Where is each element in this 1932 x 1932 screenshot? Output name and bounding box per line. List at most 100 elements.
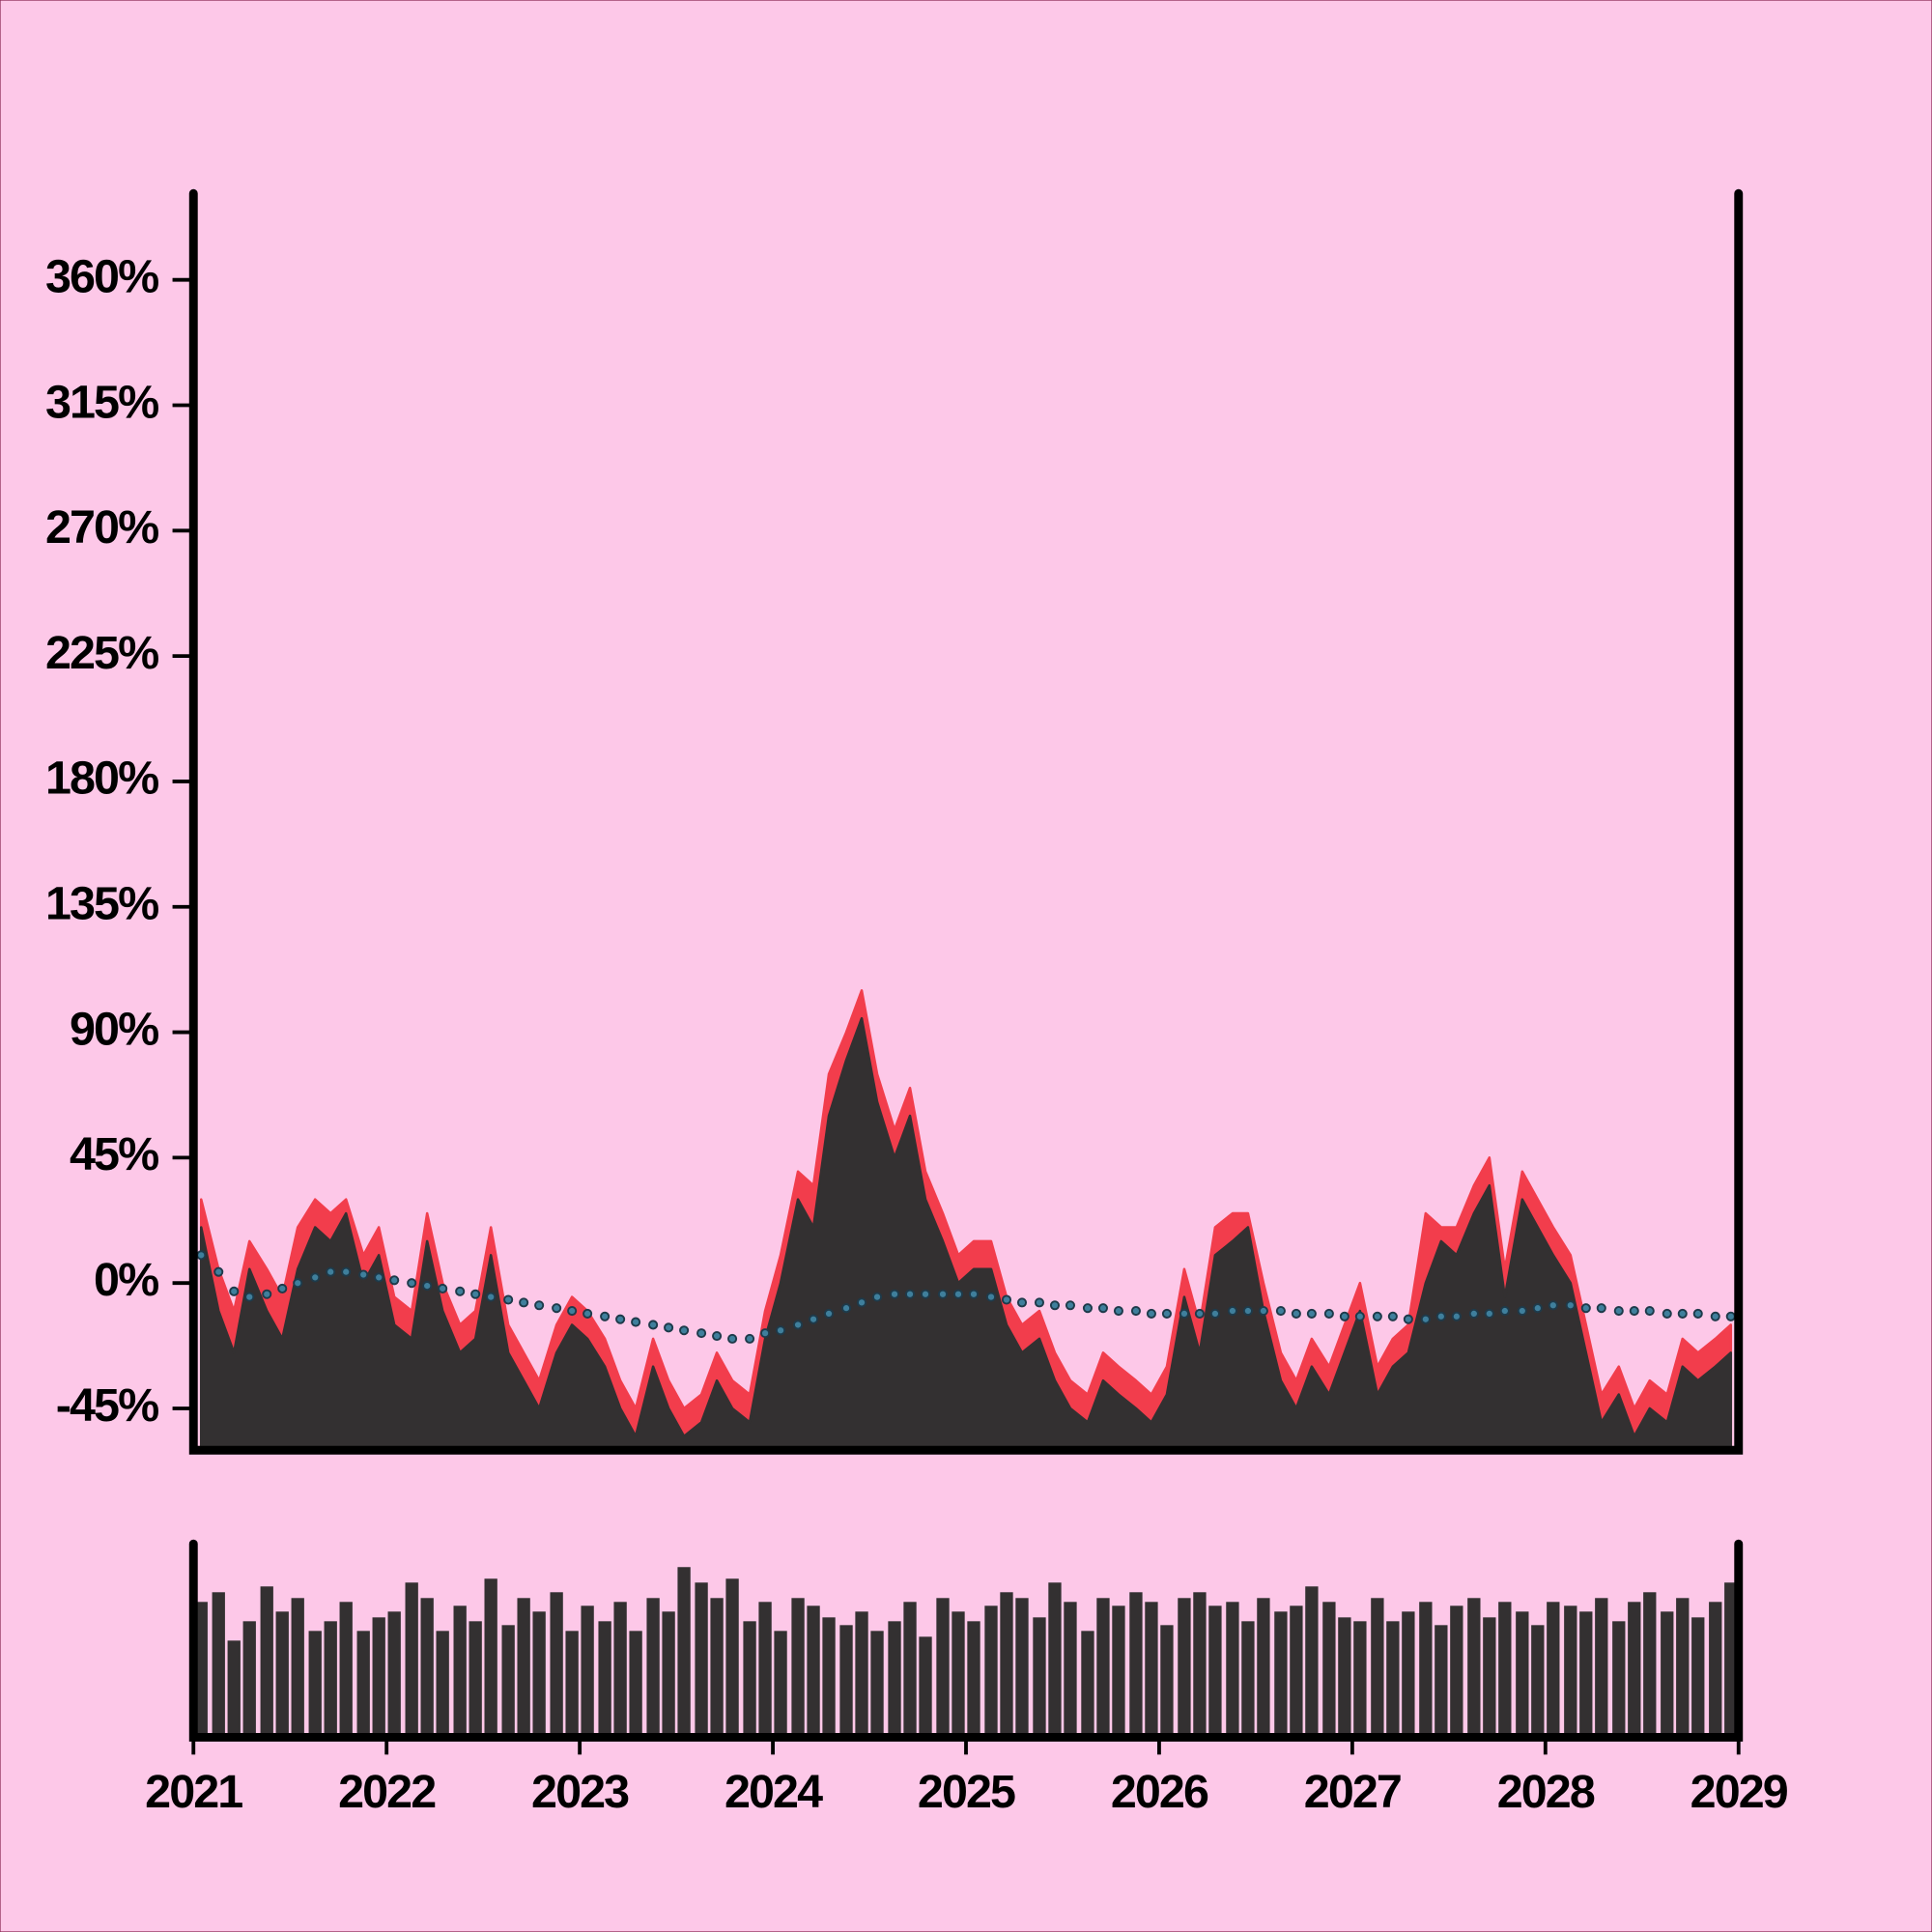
y-tick-label: 135% bbox=[45, 878, 158, 930]
moving-average-dot bbox=[1403, 1314, 1413, 1324]
moving-average-dot bbox=[1499, 1306, 1510, 1317]
moving-average-dot bbox=[1692, 1308, 1703, 1319]
moving-average-dot bbox=[358, 1269, 369, 1280]
moving-average-dot bbox=[1484, 1308, 1494, 1319]
moving-average-dot bbox=[1097, 1303, 1108, 1314]
volume-frame bbox=[188, 1539, 1744, 1742]
y-tick-label: 360% bbox=[45, 250, 158, 302]
volume-bar bbox=[501, 1625, 515, 1738]
volume-bar bbox=[1081, 1631, 1094, 1738]
volume-bar bbox=[1419, 1602, 1433, 1738]
moving-average-dot bbox=[776, 1325, 786, 1336]
moving-average-dot bbox=[856, 1297, 867, 1308]
moving-average-dot bbox=[1451, 1311, 1462, 1321]
moving-average-dot bbox=[1016, 1297, 1028, 1308]
x-tick-label: 2028 bbox=[1497, 1766, 1595, 1818]
x-tick-label: 2029 bbox=[1690, 1766, 1788, 1818]
moving-average-dot bbox=[1065, 1300, 1076, 1311]
moving-average-dot bbox=[326, 1266, 336, 1277]
volume-bar bbox=[1386, 1621, 1400, 1738]
moving-average-dot bbox=[1242, 1306, 1253, 1317]
moving-average-dot bbox=[1613, 1306, 1624, 1317]
volume-bar bbox=[725, 1578, 739, 1738]
y-tick-label: 270% bbox=[45, 501, 158, 554]
volume-bar bbox=[903, 1602, 917, 1738]
volume-bar bbox=[1595, 1598, 1608, 1738]
moving-average-dot bbox=[1034, 1297, 1045, 1308]
moving-average-dot bbox=[1565, 1300, 1576, 1311]
moving-average-dot bbox=[871, 1292, 883, 1302]
moving-average-dot bbox=[1596, 1303, 1606, 1314]
moving-average-dot bbox=[1227, 1306, 1237, 1317]
y-tick-label: -45% bbox=[56, 1379, 158, 1432]
moving-average-dot bbox=[615, 1314, 626, 1324]
volume-bar bbox=[1371, 1598, 1384, 1738]
moving-average-dot bbox=[277, 1283, 288, 1293]
moving-average-dot bbox=[1532, 1303, 1543, 1314]
volume-bar bbox=[1435, 1625, 1448, 1738]
volume-bar bbox=[1160, 1625, 1174, 1738]
volume-bar bbox=[1516, 1611, 1529, 1738]
volume-bar bbox=[453, 1605, 467, 1738]
moving-average-dot bbox=[985, 1292, 997, 1302]
y-tick-label: 45% bbox=[70, 1128, 158, 1180]
volume-bar bbox=[1322, 1602, 1336, 1738]
moving-average-dot bbox=[389, 1275, 400, 1286]
volume-bar bbox=[260, 1586, 273, 1738]
moving-average-dot bbox=[422, 1281, 433, 1292]
volume-bar bbox=[870, 1631, 884, 1738]
volume-bar bbox=[1112, 1605, 1125, 1738]
moving-average-dot bbox=[310, 1272, 321, 1283]
moving-average-dot bbox=[567, 1306, 578, 1317]
moving-average-dot bbox=[1339, 1311, 1350, 1321]
moving-average-dot bbox=[1275, 1306, 1286, 1317]
y-tick-label: 90% bbox=[70, 1003, 158, 1055]
moving-average-dot bbox=[1306, 1308, 1317, 1319]
x-tick-label: 2022 bbox=[338, 1766, 435, 1818]
volume-bar bbox=[339, 1602, 353, 1738]
volume-bar bbox=[242, 1621, 256, 1738]
moving-average-dot bbox=[1725, 1311, 1736, 1321]
moving-average-dot bbox=[470, 1289, 481, 1299]
moving-average-dot bbox=[1146, 1308, 1156, 1319]
volume-bar bbox=[1450, 1605, 1463, 1738]
y-tick-label: 225% bbox=[45, 627, 158, 679]
moving-average-dot bbox=[1323, 1308, 1334, 1319]
moving-average-dot bbox=[244, 1292, 255, 1302]
moving-average-dot bbox=[760, 1328, 771, 1339]
volume-bar bbox=[1129, 1592, 1143, 1738]
moving-average-dot bbox=[952, 1289, 964, 1299]
volume-bar bbox=[1628, 1602, 1641, 1738]
volume-bar bbox=[1402, 1611, 1415, 1738]
volume-bar bbox=[1498, 1602, 1512, 1738]
moving-average-dot bbox=[1049, 1300, 1061, 1311]
volume-bar bbox=[839, 1625, 853, 1738]
volume-bar bbox=[710, 1598, 724, 1738]
moving-average-dot bbox=[196, 1250, 207, 1261]
volume-bar bbox=[695, 1582, 708, 1738]
volume-bar bbox=[324, 1621, 337, 1738]
volume-bar bbox=[967, 1621, 980, 1738]
volume-bar bbox=[1483, 1617, 1496, 1738]
moving-average-dot bbox=[503, 1294, 514, 1305]
volume-bar bbox=[1274, 1611, 1288, 1738]
moving-average-dot bbox=[1662, 1308, 1672, 1319]
volume-bar bbox=[743, 1621, 756, 1738]
moving-average-dot bbox=[679, 1325, 690, 1336]
moving-average-dot bbox=[1372, 1311, 1382, 1321]
moving-average-dot bbox=[1161, 1308, 1172, 1319]
moving-average-dot bbox=[600, 1311, 611, 1321]
moving-average-dot bbox=[1179, 1308, 1189, 1319]
volume-bar bbox=[565, 1631, 579, 1738]
moving-average-dot bbox=[1258, 1306, 1268, 1317]
volume-bar bbox=[1676, 1598, 1690, 1738]
price-panel: -45% 0% 45% 90% 135% 180% 225% 270% 315% 360% bbox=[45, 250, 1736, 1452]
volume-bar bbox=[774, 1631, 787, 1738]
moving-average-dot bbox=[920, 1289, 931, 1299]
moving-average-dot bbox=[1677, 1308, 1688, 1319]
volume-bar bbox=[356, 1631, 370, 1738]
volume-bar bbox=[436, 1631, 449, 1738]
volume-bar bbox=[888, 1621, 901, 1738]
